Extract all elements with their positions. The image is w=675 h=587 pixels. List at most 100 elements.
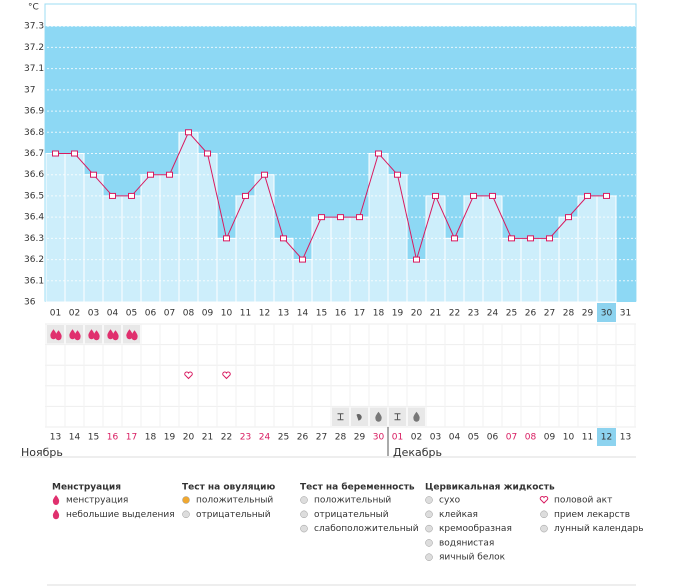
- drop-icon: [112, 330, 119, 341]
- point: [318, 214, 325, 221]
- y-tick-label: 36.3: [24, 234, 44, 244]
- drop-icon: [52, 509, 60, 520]
- date-label: 27: [316, 433, 327, 443]
- date-label: 16: [107, 433, 119, 443]
- point: [394, 171, 401, 178]
- date-label: 21: [202, 433, 213, 443]
- legend-item: кремообразная: [439, 524, 512, 534]
- legend-icon: [425, 496, 433, 504]
- point: [204, 150, 211, 157]
- point: [223, 235, 230, 242]
- drop-icon: [126, 329, 133, 340]
- day-label: 14: [297, 309, 309, 319]
- point: [375, 150, 382, 157]
- date-label: 06: [487, 433, 499, 443]
- bar: [539, 237, 560, 303]
- legend-title: Тест на беременность: [300, 482, 415, 493]
- date-label: 19: [164, 433, 176, 443]
- y-tick-label: 37.1: [24, 64, 44, 74]
- legend-item: сухо: [439, 496, 461, 506]
- point: [413, 256, 420, 263]
- date-label: 13: [620, 433, 631, 443]
- day-label: 15: [316, 309, 327, 319]
- day-label: 26: [525, 309, 537, 319]
- bar: [596, 195, 617, 303]
- day-label: 10: [221, 309, 233, 319]
- day-label: 25: [506, 309, 517, 319]
- day-label: 21: [430, 309, 441, 319]
- drop-icon: [107, 329, 114, 340]
- drop-icon: [50, 329, 57, 340]
- date-highlight: [597, 428, 616, 446]
- bar: [520, 237, 541, 303]
- legend-title: Тест на овуляцию: [182, 483, 275, 493]
- day-label: 24: [487, 309, 499, 319]
- day-label: 03: [88, 309, 99, 319]
- legend-icon: [300, 524, 308, 533]
- bar: [273, 237, 294, 303]
- date-label: 14: [69, 433, 81, 443]
- bar: [45, 153, 66, 303]
- month-label: Декабрь: [393, 446, 442, 459]
- drop-icon: [131, 330, 138, 341]
- heart-icon: [539, 496, 549, 504]
- legend-icon: [182, 496, 190, 504]
- legend-item: положительный: [314, 496, 391, 506]
- y-tick-label: 37.3: [24, 22, 44, 32]
- legend-item: слабоположительный: [314, 524, 419, 534]
- y-tick-label: 36.4: [24, 213, 44, 223]
- creamy-icon: [356, 413, 362, 421]
- point: [470, 192, 477, 199]
- legend-item: яичный белок: [439, 553, 506, 563]
- legend-item: небольшие выделения: [66, 510, 175, 520]
- point: [508, 235, 515, 242]
- date-label: 28: [335, 433, 347, 443]
- day-label: 28: [563, 309, 575, 319]
- date-label: 01: [392, 433, 403, 443]
- drop-icon: [88, 329, 95, 340]
- drop-icon: [52, 495, 60, 505]
- day-label: 01: [50, 309, 61, 319]
- point: [242, 192, 249, 199]
- drop-icon: [74, 330, 81, 341]
- bar: [577, 195, 598, 303]
- bar: [216, 237, 237, 303]
- legend-item: водянистая: [439, 538, 494, 548]
- date-label: 05: [468, 433, 479, 443]
- y-tick-label: 36.6: [24, 170, 44, 180]
- y-tick-label: 36.7: [24, 149, 44, 159]
- date-label: 24: [259, 433, 271, 443]
- legend-item: менструация: [66, 496, 128, 506]
- legend-icon: [300, 496, 308, 504]
- legend-title: Цервикальная жидкость: [425, 483, 555, 493]
- drop-icon: [69, 329, 76, 340]
- point: [432, 192, 439, 199]
- y-tick-label: 36.8: [24, 128, 44, 138]
- point: [280, 235, 287, 242]
- month-label: Ноябрь: [21, 446, 63, 459]
- drop-icon: [93, 330, 100, 341]
- bar: [501, 237, 522, 303]
- day-label: 19: [392, 309, 404, 319]
- point: [71, 150, 78, 157]
- day-label: 11: [240, 309, 251, 319]
- date-label: 13: [50, 433, 61, 443]
- point: [565, 214, 572, 221]
- sticky-icon: [394, 413, 401, 421]
- day-label: 08: [183, 309, 195, 319]
- date-label: 02: [411, 433, 422, 443]
- legend-item: лунный календарь: [554, 524, 644, 534]
- legend-title: Менструация: [52, 483, 121, 493]
- date-label: 29: [354, 433, 366, 443]
- legend-item: половой акт: [554, 496, 612, 506]
- legend-icon: [425, 539, 433, 547]
- point: [166, 171, 173, 178]
- date-label: 26: [297, 433, 309, 443]
- legend-item: прием лекарств: [554, 510, 630, 520]
- legend-icon: [425, 524, 433, 533]
- legend-icon: [300, 510, 308, 519]
- date-label: 08: [525, 433, 537, 443]
- drop-icon: [55, 330, 62, 341]
- y-unit: °C: [28, 3, 39, 13]
- legend-item: клейкая: [439, 510, 478, 520]
